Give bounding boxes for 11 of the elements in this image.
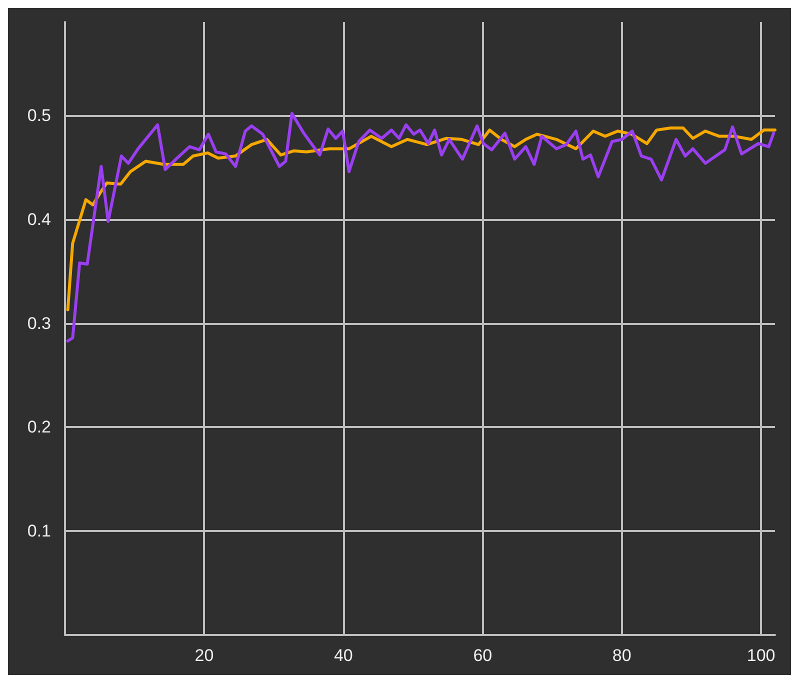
x-tick-label: 100	[746, 646, 776, 665]
y-tick-label: 0.1	[27, 522, 51, 541]
x-tick-label: 60	[473, 646, 492, 665]
x-tick-label: 80	[612, 646, 632, 665]
y-tick-label: 0.5	[27, 106, 51, 126]
y-tick-label: 0.2	[27, 418, 51, 437]
line-series	[66, 112, 776, 342]
y-tick-label: 0.3	[27, 314, 51, 333]
x-tick-label: 40	[334, 646, 353, 665]
y-tick-label: 0.4	[27, 210, 51, 229]
x-tick-label: 20	[194, 646, 214, 665]
